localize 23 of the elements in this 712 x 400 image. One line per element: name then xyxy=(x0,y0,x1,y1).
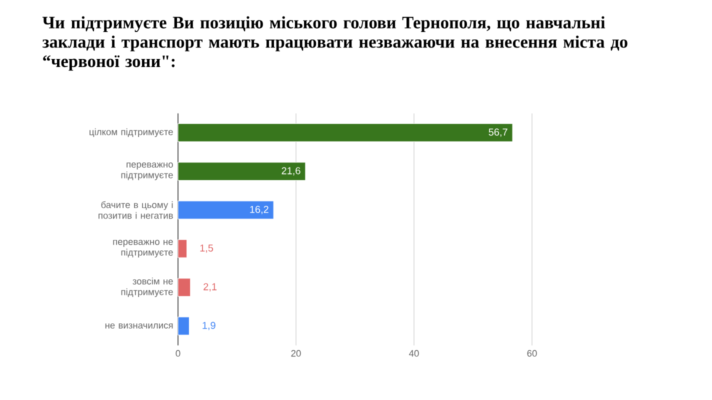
bar xyxy=(178,278,191,297)
data-label: 1,5 xyxy=(200,244,214,253)
y-tick-label: переважно підтримуєте xyxy=(121,162,173,180)
bar xyxy=(178,239,188,258)
y-tick-label: бачите в цьому і позитив і негатив xyxy=(98,201,173,219)
data-label: 1,9 xyxy=(202,322,216,330)
x-tick-label: 40 xyxy=(409,350,419,357)
bar xyxy=(178,123,513,142)
x-tick-label: 0 xyxy=(176,350,180,357)
x-tick-label: 60 xyxy=(527,350,537,357)
x-tick-label: 20 xyxy=(291,350,301,357)
bar xyxy=(178,200,274,220)
y-tick-label: цілком підтримуєте xyxy=(90,128,173,138)
data-label: 56,7 xyxy=(488,128,508,137)
y-tick-label: не визначилися xyxy=(105,323,173,329)
y-tick-label: зовсім не підтримуєте xyxy=(121,278,173,298)
data-label: 16,2 xyxy=(250,206,268,214)
bar xyxy=(178,162,306,181)
y-tick-label: переважно не підтримуєте xyxy=(113,240,173,258)
chart-title: Чи підтримуєте Ви позицію міського голови Тернополя, що навчальні заклади і транспорт мають працювати незважаючи на внесення міста до “червоної зони": xyxy=(42,16,628,71)
data-label: 21,6 xyxy=(282,167,300,176)
bar xyxy=(178,316,190,336)
data-label: 2,1 xyxy=(204,283,217,292)
